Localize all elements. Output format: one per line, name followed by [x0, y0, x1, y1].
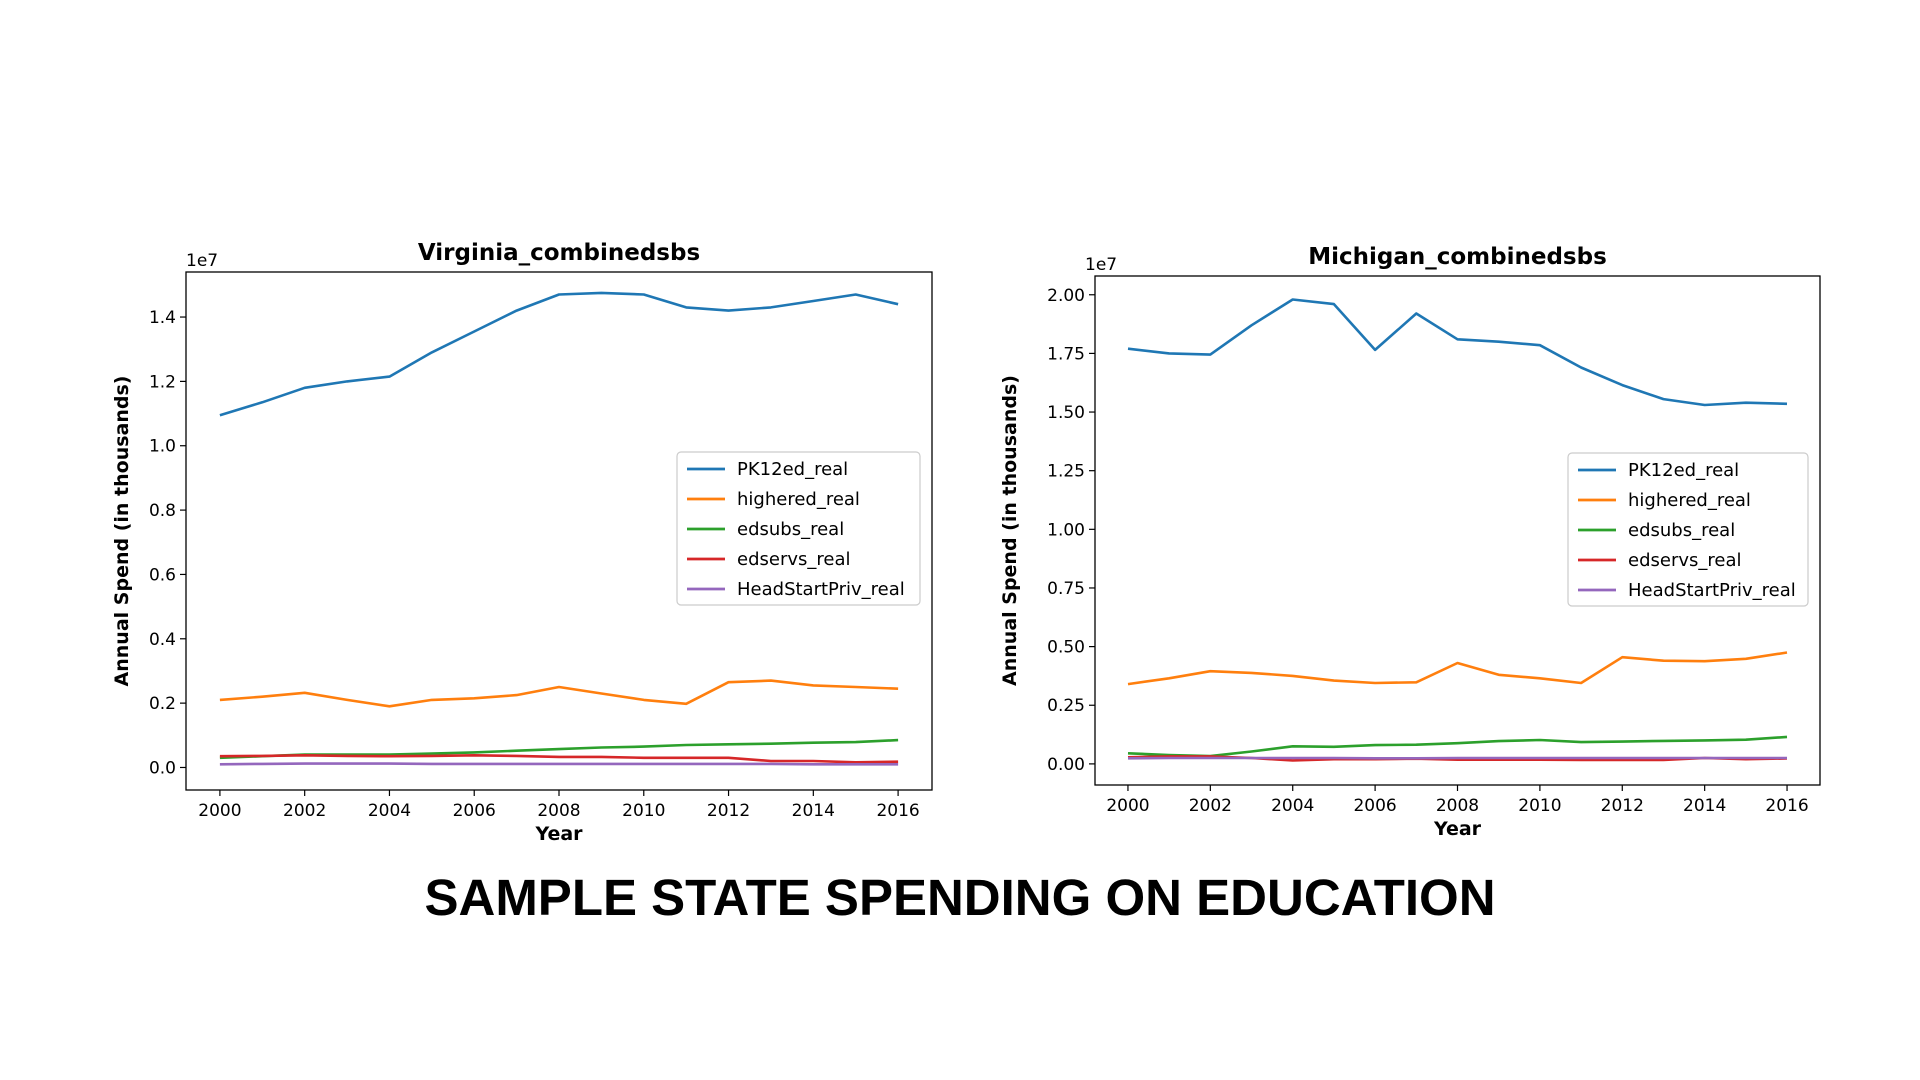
x-tick-label: 2004 [1271, 796, 1314, 816]
y-tick-label: 1.00 [1047, 520, 1085, 540]
x-tick-label: 2000 [1106, 796, 1149, 816]
axis-offset-label: 1e7 [186, 251, 218, 271]
series-line-edservs_real [219, 753, 899, 764]
x-tick-label: 2014 [1683, 796, 1726, 816]
x-tick-label: 2002 [283, 801, 326, 821]
x-tick-label: 2004 [368, 801, 411, 821]
y-tick-label: 1.75 [1047, 344, 1085, 364]
legend-label-highered_real: highered_real [737, 489, 860, 510]
axis-offset-label: 1e7 [1085, 255, 1117, 275]
y-tick-label: 1.4 [149, 308, 176, 328]
legend-label-highered_real: highered_real [1628, 490, 1751, 511]
y-tick-label: 0.4 [149, 630, 176, 650]
legend-box [1567, 452, 1809, 607]
x-tick-label: 2016 [1765, 796, 1808, 816]
legend-label-HeadStartPriv_real: HeadStartPriv_real [737, 579, 905, 600]
series-line-highered_real [219, 679, 899, 708]
slide-caption: SAMPLE STATE SPENDING ON EDUCATION [424, 869, 1496, 926]
y-tick-label: 1.50 [1047, 403, 1085, 423]
x-tick-label: 2006 [1353, 796, 1396, 816]
x-tick-label: 2002 [1189, 796, 1232, 816]
legend-label-edservs_real: edservs_real [737, 549, 851, 570]
y-tick-label: 0.50 [1047, 638, 1085, 658]
x-tick-label: 2008 [1436, 796, 1479, 816]
legend-label-edsubs_real: edsubs_real [737, 519, 844, 540]
y-axis-label: Annual Spend (in thousands) [999, 375, 1021, 686]
y-tick-label: 0.00 [1047, 755, 1085, 775]
series-line-PK12ed_real [1127, 298, 1788, 407]
legend-label-PK12ed_real: PK12ed_real [737, 459, 848, 480]
y-tick-label: 1.2 [149, 372, 176, 392]
series-line-PK12ed_real [219, 291, 899, 417]
michigan-chart: Michigan_combinedsbs 1e7 2000 2002 2004 2006 2… [999, 244, 1821, 840]
x-tick-label: 2014 [792, 801, 835, 821]
x-tick-label: 2010 [622, 801, 665, 821]
y-tick-label: 1.0 [149, 437, 176, 457]
chart-title: Michigan_combinedsbs [1308, 244, 1607, 270]
y-tick-label: 0.0 [149, 758, 176, 778]
y-axis-label: Annual Spend (in thousands) [111, 376, 133, 687]
y-tick-label: 1.25 [1047, 462, 1085, 482]
x-axis-label: Year [1433, 818, 1482, 840]
x-axis-label: Year [534, 823, 583, 845]
y-tick-label: 0.75 [1047, 579, 1085, 599]
legend-box [676, 451, 921, 606]
y-tick-label: 2.00 [1047, 286, 1085, 306]
series-line-edsubs_real [1127, 735, 1788, 758]
series-line-highered_real [1127, 651, 1788, 686]
series-line-HeadStartPriv_real [219, 762, 899, 766]
x-tick-label: 2006 [453, 801, 496, 821]
x-tick-label: 2012 [707, 801, 750, 821]
x-tick-label: 2000 [198, 801, 241, 821]
y-tick-label: 0.25 [1047, 696, 1085, 716]
chart-title: Virginia_combinedsbs [418, 240, 700, 266]
legend-label-HeadStartPriv_real: HeadStartPriv_real [1628, 580, 1796, 601]
y-tick-label: 0.2 [149, 694, 176, 714]
y-tick-label: 0.8 [149, 501, 176, 521]
x-tick-label: 2016 [876, 801, 919, 821]
x-tick-label: 2010 [1518, 796, 1561, 816]
x-tick-label: 2008 [537, 801, 580, 821]
virginia-chart: Virginia_combinedsbs 1e7 2000 2002 2004 2006 2… [111, 240, 933, 845]
y-tick-label: 0.6 [149, 565, 176, 585]
legend-label-edsubs_real: edsubs_real [1628, 520, 1735, 541]
legend-label-edservs_real: edservs_real [1628, 550, 1742, 571]
legend-label-PK12ed_real: PK12ed_real [1628, 460, 1739, 481]
x-tick-label: 2012 [1601, 796, 1644, 816]
